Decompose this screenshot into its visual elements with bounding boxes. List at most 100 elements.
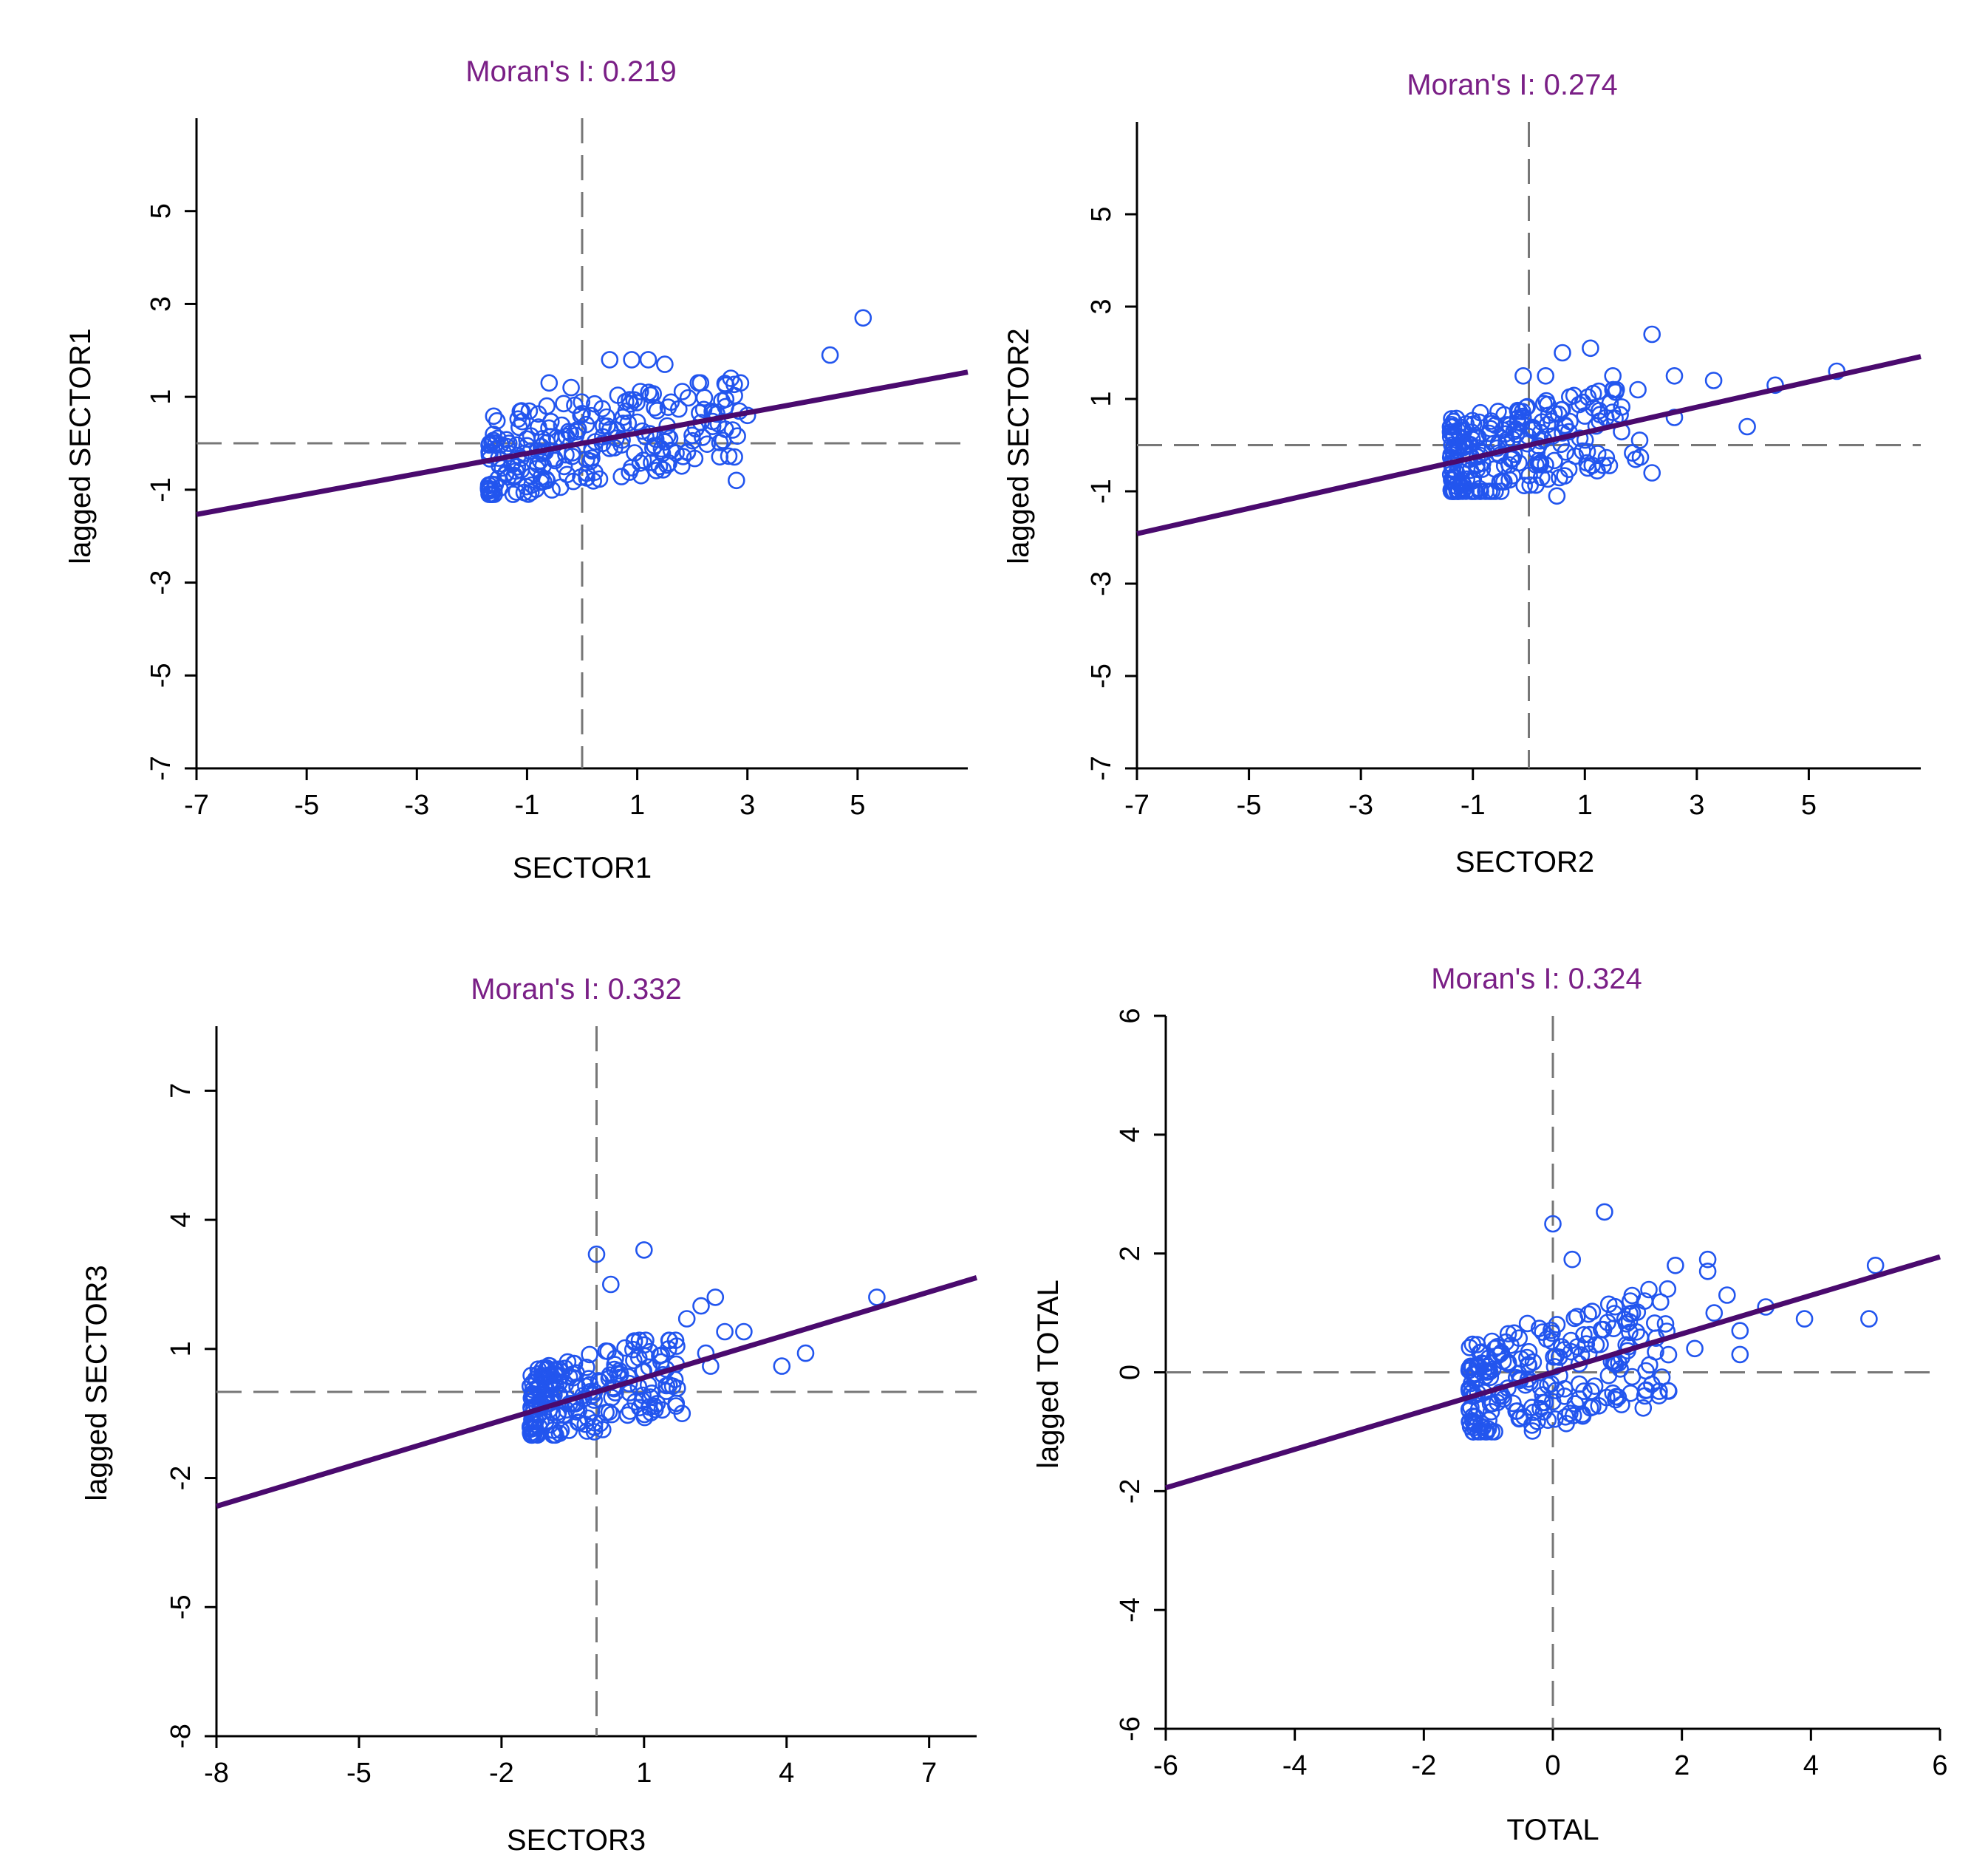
data-point [1597,448,1616,467]
data-point [1561,1404,1579,1422]
y-axis-label: lagged SECTOR2 [1002,328,1035,564]
data-point [1582,339,1599,358]
data-point [480,436,498,454]
data-point [593,400,611,418]
data-point [711,448,729,466]
data-point [1531,454,1550,472]
x-tick-label: 1 [636,1758,652,1789]
x-ticks: -7 -5 -3 -1 1 3 5 [1124,768,1817,821]
data-point [603,1405,621,1424]
x-tick-label: 7 [921,1758,937,1789]
data-point [1510,1410,1528,1428]
data-point [821,346,839,364]
data-point [564,472,582,491]
x-tick-label: 5 [1801,790,1817,821]
data-point [1543,1324,1561,1342]
data-point [1652,1293,1670,1311]
data-point [727,471,745,490]
data-point [1545,451,1563,470]
data-point [583,449,601,467]
data-point [562,378,580,397]
data-point [1561,388,1579,406]
data-point [573,393,591,412]
x-tick-label: 3 [1689,790,1704,821]
data-point [1520,466,1538,485]
data-point [1495,473,1513,491]
y-tick-label: -5 [1086,663,1117,689]
data-point [1463,423,1480,441]
data-point [497,431,516,449]
data-point [1563,1250,1581,1269]
data-point [796,1344,815,1362]
y-tick-label: -1 [146,477,177,502]
data-point [485,485,503,503]
y-tick-label: 5 [146,203,177,219]
y-tick-label: 0 [1115,1365,1146,1380]
data-point [1636,1382,1655,1399]
data-point [637,428,655,445]
data-point [635,1336,653,1354]
x-tick-label: -2 [489,1758,514,1789]
data-point [536,1413,555,1431]
data-point [509,410,527,429]
data-point [1486,1423,1503,1441]
data-point [612,468,631,485]
y-tick-label: 1 [1086,391,1117,406]
data-point [1518,1348,1536,1367]
data-point [648,401,666,420]
data-point [1553,400,1571,419]
data-point [1620,1313,1639,1331]
data-point [499,434,518,452]
data-point [1604,366,1622,385]
data-point [623,351,641,369]
data-point [578,1359,595,1376]
data-point [578,1409,597,1427]
data-point [1480,482,1498,500]
data-point [1499,1325,1517,1343]
data-point [716,1322,734,1341]
y-tick-label: -7 [146,756,177,781]
data-point [722,369,740,387]
data-point [621,1402,639,1420]
data-point [1609,1388,1627,1406]
data-point [1466,1365,1484,1384]
y-axis-label: lagged SECTOR1 [64,328,97,564]
data-point [1523,418,1542,437]
panel-title: Moran's I: 0.219 [465,55,677,88]
data-point [1585,399,1602,417]
data-point [1604,380,1622,399]
data-point [1665,366,1684,385]
data-point [479,476,498,494]
data-point [581,1345,598,1364]
x-tick-label: 2 [1674,1750,1690,1781]
data-point [679,389,697,407]
x-tick-label: 4 [779,1758,794,1789]
data-point [485,481,503,499]
data-point [650,457,669,476]
data-point [1643,325,1661,344]
panel-title: Moran's I: 0.274 [1407,69,1618,101]
data-point [540,374,559,392]
data-point [1528,1413,1546,1430]
data-point [1514,366,1532,385]
data-point [1574,442,1591,460]
data-point [717,420,734,438]
data-point [528,1380,547,1398]
data-point [1544,1215,1562,1233]
data-point [1495,1390,1512,1408]
x-tick-label: -3 [404,790,429,821]
y-tick-label: 5 [1086,206,1117,222]
x-tick-label: -1 [1461,790,1486,821]
data-point [1452,471,1471,489]
data-point [717,390,735,409]
data-point [1568,1308,1586,1325]
regression-line [215,1275,978,1509]
data-point [573,404,591,423]
data-point [658,456,676,474]
regression-line [1136,354,1922,536]
y-tick-label: 3 [146,296,177,312]
data-point [1538,1330,1556,1348]
data-point [532,437,550,456]
data-point [646,437,663,455]
data-point [568,1378,587,1396]
